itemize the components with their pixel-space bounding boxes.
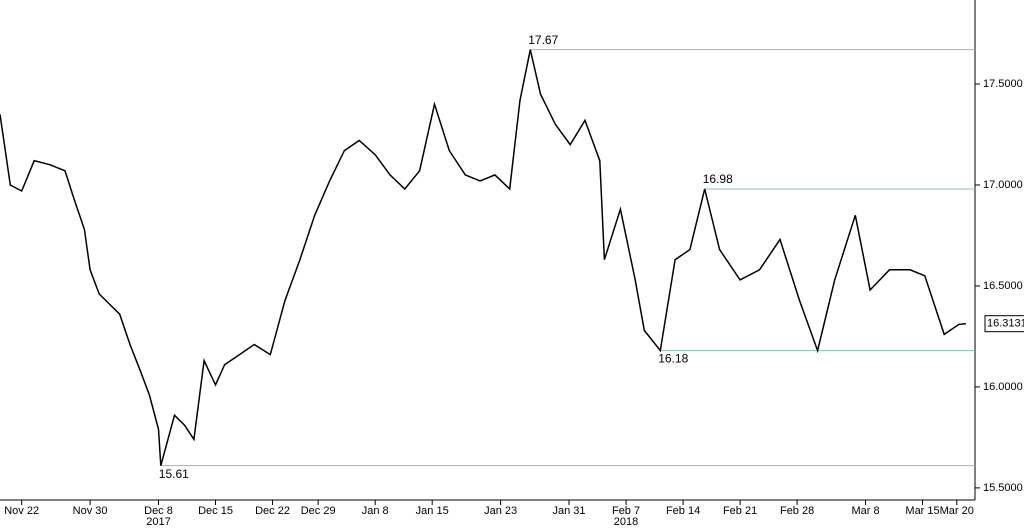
x-tick-label: Nov 22 xyxy=(4,505,39,517)
x-tick-label: Mar 20 xyxy=(940,505,974,517)
x-tick-label: Jan 8 xyxy=(362,505,389,517)
x-tick-label: Mar 15 xyxy=(905,505,939,517)
x-tick-label: Dec 8 xyxy=(144,505,173,517)
x-tick-label: Dec 29 xyxy=(301,505,336,517)
x-tick-label: Dec 15 xyxy=(198,505,233,517)
last-value-box xyxy=(984,315,1024,333)
annotation-label: 15.61 xyxy=(159,467,189,481)
y-tick-label: 16.0000 xyxy=(983,381,1023,393)
y-tick-label: 17.0000 xyxy=(983,179,1023,191)
annotation-label: 17.67 xyxy=(528,33,558,47)
x-tick-label: Feb 14 xyxy=(666,505,700,517)
x-tick-label: Feb 28 xyxy=(780,505,814,517)
x-tick-label: Jan 23 xyxy=(484,505,517,517)
year-label: 2017 xyxy=(146,516,170,528)
y-tick-label: 15.5000 xyxy=(983,482,1023,494)
y-tick-label: 17.5000 xyxy=(983,78,1023,90)
year-label: 2018 xyxy=(614,516,638,528)
annotation-label: 16.98 xyxy=(703,172,733,186)
x-tick-label: Dec 22 xyxy=(255,505,290,517)
x-tick-label: Feb 7 xyxy=(612,505,640,517)
y-tick-label: 16.5000 xyxy=(983,280,1023,292)
x-tick-label: Jan 15 xyxy=(416,505,449,517)
annotation-label: 16.18 xyxy=(658,352,688,366)
x-tick-label: Nov 30 xyxy=(73,505,108,517)
x-tick-label: Jan 31 xyxy=(553,505,586,517)
price-line xyxy=(0,49,966,466)
last-value-label: 16.3131 xyxy=(987,318,1024,330)
x-tick-label: Mar 8 xyxy=(851,505,879,517)
x-tick-label: Feb 21 xyxy=(723,505,757,517)
